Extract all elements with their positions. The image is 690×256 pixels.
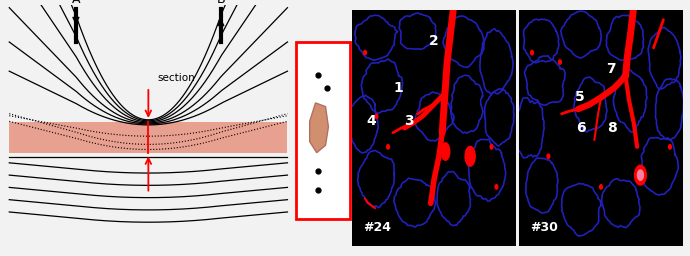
Bar [9, 122, 288, 153]
Polygon shape [641, 138, 678, 195]
Text: 7: 7 [606, 62, 615, 76]
Text: 5: 5 [575, 90, 584, 104]
Ellipse shape [558, 59, 562, 65]
Polygon shape [347, 95, 378, 153]
Polygon shape [362, 59, 402, 113]
Polygon shape [513, 98, 544, 158]
Ellipse shape [386, 144, 390, 150]
Polygon shape [656, 79, 684, 140]
Polygon shape [467, 139, 506, 201]
Polygon shape [562, 183, 601, 236]
Polygon shape [613, 69, 647, 132]
Ellipse shape [634, 165, 647, 186]
Text: #24: #24 [364, 221, 391, 234]
Text: section: section [157, 73, 195, 83]
Ellipse shape [441, 142, 451, 161]
Ellipse shape [668, 144, 672, 150]
Ellipse shape [494, 184, 498, 190]
Text: 8: 8 [608, 121, 618, 135]
Text: B: B [217, 0, 225, 6]
Polygon shape [400, 13, 436, 49]
Polygon shape [437, 172, 471, 226]
Text: 3: 3 [404, 114, 414, 128]
Text: 1: 1 [393, 81, 403, 95]
Polygon shape [480, 29, 513, 94]
Ellipse shape [530, 50, 534, 56]
Ellipse shape [375, 113, 379, 119]
Polygon shape [573, 77, 607, 132]
Ellipse shape [546, 153, 551, 159]
Text: 2: 2 [429, 34, 439, 48]
Text: #30: #30 [531, 221, 558, 234]
Polygon shape [451, 75, 483, 133]
Polygon shape [649, 27, 681, 89]
Ellipse shape [363, 50, 367, 56]
Polygon shape [561, 11, 602, 58]
Polygon shape [602, 179, 640, 228]
Ellipse shape [599, 184, 603, 190]
Polygon shape [443, 16, 484, 67]
Polygon shape [607, 15, 644, 60]
Polygon shape [394, 178, 435, 227]
Polygon shape [524, 19, 559, 63]
Text: 4: 4 [366, 114, 377, 128]
Polygon shape [415, 92, 454, 141]
Polygon shape [484, 89, 514, 146]
Ellipse shape [489, 144, 493, 150]
Polygon shape [524, 56, 565, 105]
Polygon shape [526, 158, 558, 213]
Text: 6: 6 [576, 121, 586, 135]
Text: A: A [72, 0, 80, 6]
Polygon shape [357, 151, 394, 208]
Ellipse shape [637, 169, 644, 181]
Polygon shape [310, 103, 328, 153]
Polygon shape [355, 15, 397, 60]
Ellipse shape [464, 146, 476, 167]
